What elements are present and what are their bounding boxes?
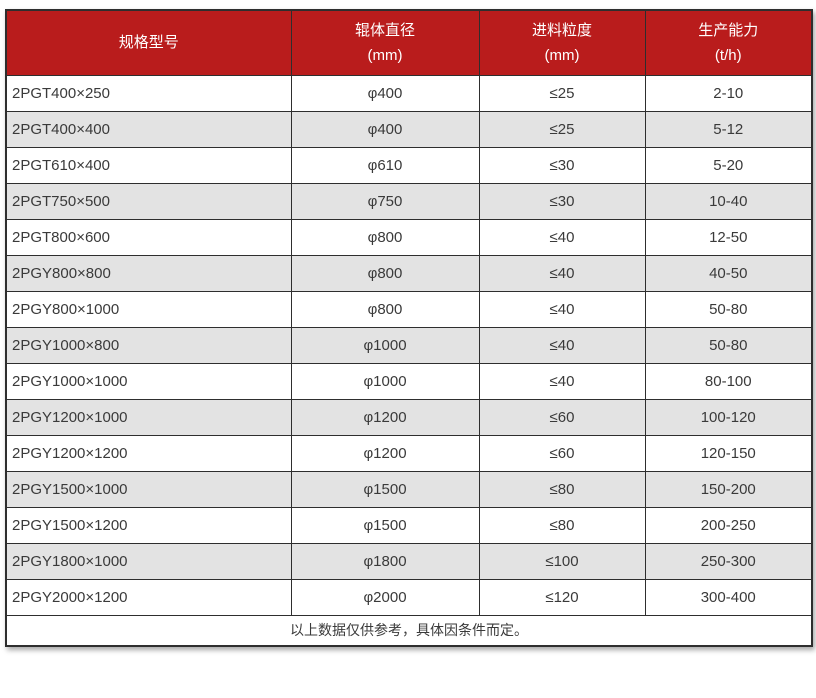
footnote-row: 以上数据仅供参考，具体因条件而定。 [5, 614, 813, 647]
table-footnote: 以上数据仅供参考，具体因条件而定。 [5, 614, 813, 647]
table-header: 规格型号 辊体直径 (mm) 进料粒度 (mm) 生产能力 (t/h) [5, 9, 813, 76]
column-header-4: 生产能力 (t/h) [644, 9, 813, 76]
value-cell: ≤60 [478, 398, 646, 436]
column-header-unit: (mm) [544, 46, 580, 64]
column-header-3: 进料粒度 (mm) [478, 9, 646, 76]
header-row: 规格型号 辊体直径 (mm) 进料粒度 (mm) 生产能力 (t/h) [5, 9, 813, 76]
value-cell: φ400 [290, 110, 480, 148]
value-cell: ≤40 [478, 254, 646, 292]
column-header-label: 辊体直径 [354, 21, 415, 39]
value-cell: φ1200 [290, 434, 480, 472]
column-header-unit: (t/h) [714, 46, 742, 64]
value-cell: ≤100 [478, 542, 646, 580]
spec-table: 规格型号 辊体直径 (mm) 进料粒度 (mm) 生产能力 (t/h) 2PGT400×25… [5, 9, 813, 647]
value-cell: ≤40 [478, 290, 646, 328]
value-cell: 80-100 [644, 362, 813, 400]
value-cell: 100-120 [644, 398, 813, 436]
value-cell: 150-200 [644, 470, 813, 508]
value-cell: φ1500 [290, 470, 480, 508]
value-cell: φ1000 [290, 362, 480, 400]
value-cell: φ800 [290, 254, 480, 292]
value-cell: 10-40 [644, 182, 813, 220]
table-row: 2PGT800×600 φ800 ≤40 12-50 [5, 218, 813, 256]
value-cell: 5-12 [644, 110, 813, 148]
table-row: 2PGY1200×1000 φ1200 ≤60 100-120 [5, 398, 813, 436]
value-cell: ≤30 [478, 182, 646, 220]
value-cell: ≤80 [478, 470, 646, 508]
column-header-1: 规格型号 [5, 9, 292, 76]
value-cell: 50-80 [644, 326, 813, 364]
table-row: 2PGT750×500 φ750 ≤30 10-40 [5, 182, 813, 220]
table-row: 2PGY800×800 φ800 ≤40 40-50 [5, 254, 813, 292]
model-cell: 2PGY800×800 [5, 254, 292, 292]
column-header-label: 规格型号 [118, 34, 179, 52]
value-cell: 250-300 [644, 542, 813, 580]
table-row: 2PGY1500×1200 φ1500 ≤80 200-250 [5, 506, 813, 544]
value-cell: ≤40 [478, 326, 646, 364]
model-cell: 2PGT800×600 [5, 218, 292, 256]
value-cell: φ610 [290, 146, 480, 184]
value-cell: φ1200 [290, 398, 480, 436]
value-cell: 5-20 [644, 146, 813, 184]
value-cell: 2-10 [644, 74, 813, 112]
value-cell: 200-250 [644, 506, 813, 544]
column-header-2: 辊体直径 (mm) [290, 9, 480, 76]
model-cell: 2PGY2000×1200 [5, 578, 292, 616]
model-cell: 2PGY1200×1000 [5, 398, 292, 436]
value-cell: ≤80 [478, 506, 646, 544]
model-cell: 2PGY1200×1200 [5, 434, 292, 472]
value-cell: ≤120 [478, 578, 646, 616]
table-row: 2PGY1000×800 φ1000 ≤40 50-80 [5, 326, 813, 364]
model-cell: 2PGY1500×1000 [5, 470, 292, 508]
model-cell: 2PGT750×500 [5, 182, 292, 220]
table-body: 2PGT400×250 φ400 ≤25 2-10 2PGT400×400 φ400 ≤25… [5, 74, 813, 616]
value-cell: ≤25 [478, 74, 646, 112]
model-cell: 2PGT400×400 [5, 110, 292, 148]
value-cell: ≤25 [478, 110, 646, 148]
table-row: 2PGT610×400 φ610 ≤30 5-20 [5, 146, 813, 184]
value-cell: ≤30 [478, 146, 646, 184]
model-cell: 2PGY1000×800 [5, 326, 292, 364]
value-cell: 12-50 [644, 218, 813, 256]
value-cell: 40-50 [644, 254, 813, 292]
table-row: 2PGY1500×1000 φ1500 ≤80 150-200 [5, 470, 813, 508]
value-cell: φ1800 [290, 542, 480, 580]
value-cell: φ750 [290, 182, 480, 220]
value-cell: φ2000 [290, 578, 480, 616]
value-cell: 300-400 [644, 578, 813, 616]
value-cell: 120-150 [644, 434, 813, 472]
table-row: 2PGY1800×1000 φ1800 ≤100 250-300 [5, 542, 813, 580]
table-row: 2PGY2000×1200 φ2000 ≤120 300-400 [5, 578, 813, 616]
table-row: 2PGT400×400 φ400 ≤25 5-12 [5, 110, 813, 148]
value-cell: ≤40 [478, 218, 646, 256]
value-cell: φ1500 [290, 506, 480, 544]
model-cell: 2PGT400×250 [5, 74, 292, 112]
page: 规格型号 辊体直径 (mm) 进料粒度 (mm) 生产能力 (t/h) 2PGT400×25… [0, 9, 816, 698]
column-header-unit: (mm) [367, 46, 403, 64]
value-cell: φ1000 [290, 326, 480, 364]
table-row: 2PGY1200×1200 φ1200 ≤60 120-150 [5, 434, 813, 472]
value-cell: ≤40 [478, 362, 646, 400]
column-header-label: 进料粒度 [531, 21, 592, 39]
table-row: 2PGY1000×1000 φ1000 ≤40 80-100 [5, 362, 813, 400]
column-header-label: 生产能力 [698, 21, 759, 39]
value-cell: φ400 [290, 74, 480, 112]
model-cell: 2PGY800×1000 [5, 290, 292, 328]
model-cell: 2PGY1500×1200 [5, 506, 292, 544]
table-row: 2PGY800×1000 φ800 ≤40 50-80 [5, 290, 813, 328]
table-row: 2PGT400×250 φ400 ≤25 2-10 [5, 74, 813, 112]
value-cell: ≤60 [478, 434, 646, 472]
model-cell: 2PGT610×400 [5, 146, 292, 184]
value-cell: 50-80 [644, 290, 813, 328]
table-footer: 以上数据仅供参考，具体因条件而定。 [5, 614, 813, 647]
value-cell: φ800 [290, 218, 480, 256]
model-cell: 2PGY1800×1000 [5, 542, 292, 580]
model-cell: 2PGY1000×1000 [5, 362, 292, 400]
value-cell: φ800 [290, 290, 480, 328]
